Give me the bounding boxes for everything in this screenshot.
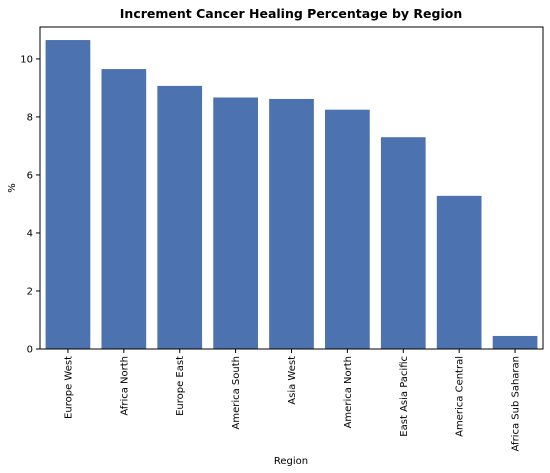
x-tick-label: Africa North [119, 356, 130, 416]
y-axis-label: % [7, 183, 18, 193]
x-tick-label: East Asia Pacific [399, 356, 410, 437]
x-tick-label: Europe West [63, 356, 74, 419]
y-tick-label: 6 [27, 170, 33, 181]
y-tick-label: 0 [27, 345, 33, 356]
x-tick-label: Europe East [175, 356, 186, 416]
bars-group [45, 40, 538, 350]
chart-title: Increment Cancer Healing Percentage by R… [120, 6, 462, 21]
y-tick-label: 10 [20, 54, 33, 65]
x-tick-label: America North [343, 356, 354, 428]
plot-frame [39, 26, 544, 350]
bar-africa-sub-saharan [492, 335, 538, 349]
x-tick-label: America Central [455, 356, 466, 437]
bar-east-asia-pacific [380, 137, 426, 349]
bar-america-south [213, 97, 258, 350]
bar-asia-west [269, 98, 314, 349]
y-axis: 0 2 4 6 8 10 [20, 54, 40, 356]
bar-america-central [436, 195, 482, 349]
bar-africa-north [101, 69, 147, 349]
x-axis: Europe West Africa North Europe East Americ… [63, 349, 522, 451]
bar-america-north [325, 109, 370, 350]
x-tick-label: Asia West [287, 356, 298, 405]
bar-europe-east [157, 85, 203, 349]
x-tick-label: Africa Sub Saharan [511, 356, 522, 451]
y-tick-label: 2 [27, 286, 33, 297]
y-tick-label: 4 [27, 228, 33, 239]
y-tick-label: 8 [27, 112, 33, 123]
bar-europe-west [45, 40, 91, 350]
x-tick-label: America South [231, 356, 242, 430]
x-axis-label: Region [274, 456, 308, 467]
